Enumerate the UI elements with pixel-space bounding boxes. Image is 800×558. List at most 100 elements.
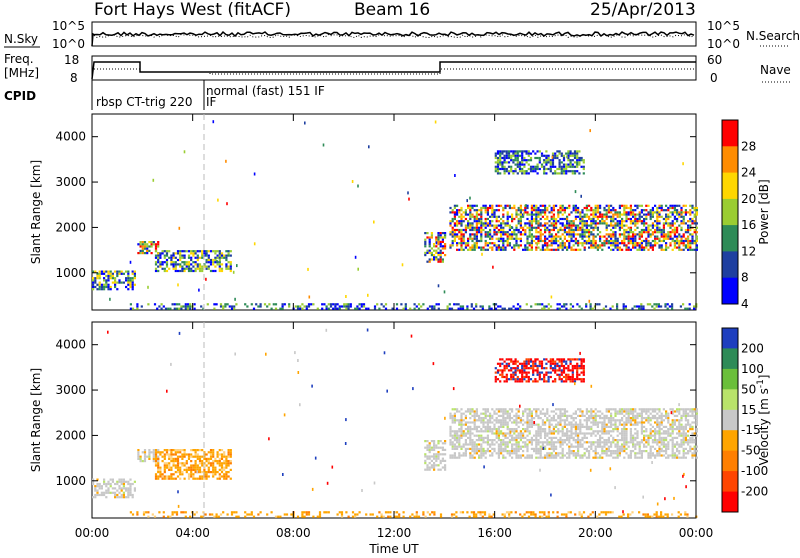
data-cell bbox=[687, 452, 689, 454]
data-cell bbox=[524, 209, 526, 211]
data-cell bbox=[674, 443, 676, 445]
data-cell bbox=[612, 214, 614, 216]
data-cell bbox=[513, 439, 515, 441]
data-cell bbox=[495, 166, 497, 168]
data-cell bbox=[507, 225, 509, 227]
data-cell bbox=[687, 441, 689, 443]
data-cell bbox=[495, 157, 497, 159]
data-cell bbox=[173, 268, 175, 270]
data-cell bbox=[532, 170, 534, 172]
data-cell bbox=[524, 233, 526, 235]
data-cell bbox=[452, 435, 454, 437]
data-cell bbox=[225, 160, 227, 163]
data-cell bbox=[515, 240, 517, 242]
cpid-panel: CPID rbsp CT-trig 220 IF normal (fast) 1… bbox=[4, 80, 325, 110]
data-cell bbox=[493, 419, 495, 421]
data-cell bbox=[634, 305, 636, 307]
data-cell bbox=[639, 211, 641, 213]
data-cell bbox=[337, 303, 339, 305]
data-cell bbox=[577, 448, 579, 450]
data-cell bbox=[219, 473, 221, 475]
data-cell bbox=[548, 225, 550, 227]
data-cell bbox=[452, 421, 454, 423]
data-cell bbox=[179, 250, 181, 252]
data-cell bbox=[641, 432, 643, 434]
data-cell bbox=[504, 308, 506, 310]
data-cell bbox=[157, 464, 159, 466]
data-cell bbox=[612, 441, 614, 443]
data-cell bbox=[641, 424, 643, 426]
data-cell bbox=[509, 238, 511, 240]
data-cell bbox=[606, 209, 608, 211]
data-cell bbox=[504, 367, 506, 369]
data-cell bbox=[680, 439, 682, 441]
data-cell bbox=[460, 242, 462, 244]
data-cell bbox=[577, 454, 579, 456]
data-cell bbox=[562, 452, 564, 454]
data-cell bbox=[643, 417, 645, 419]
data-cell bbox=[162, 456, 164, 458]
data-cell bbox=[190, 250, 192, 252]
data-cell bbox=[498, 421, 500, 423]
data-cell bbox=[632, 419, 634, 421]
data-cell bbox=[515, 358, 517, 360]
data-cell bbox=[537, 426, 539, 428]
data-cell bbox=[437, 243, 439, 245]
data-cell bbox=[134, 284, 136, 286]
data-cell bbox=[529, 439, 531, 441]
data-cell bbox=[603, 430, 605, 432]
data-cell bbox=[225, 263, 227, 265]
data-cell bbox=[230, 453, 232, 455]
data-cell bbox=[529, 426, 531, 428]
data-cell bbox=[110, 479, 112, 481]
cpid-mode-2: normal (fast) 151 IF bbox=[206, 84, 325, 98]
data-cell bbox=[469, 441, 471, 443]
data-cell bbox=[460, 240, 462, 242]
data-cell bbox=[116, 494, 118, 496]
data-cell bbox=[540, 240, 542, 242]
data-cell bbox=[653, 308, 655, 310]
data-cell bbox=[656, 305, 658, 307]
data-cell bbox=[630, 454, 632, 456]
data-cell bbox=[534, 168, 536, 170]
data-cell bbox=[534, 363, 536, 365]
data-cell bbox=[614, 233, 616, 235]
data-cell bbox=[557, 441, 559, 443]
data-cell bbox=[570, 220, 572, 222]
data-cell bbox=[608, 450, 610, 452]
data-cell bbox=[523, 150, 525, 152]
data-cell bbox=[481, 253, 483, 256]
data-cell bbox=[650, 225, 652, 227]
data-cell bbox=[577, 249, 579, 251]
data-cell bbox=[517, 303, 519, 305]
data-cell bbox=[437, 258, 439, 260]
data-cell bbox=[608, 441, 610, 443]
data-cell bbox=[557, 415, 559, 417]
data-cell bbox=[530, 358, 532, 360]
data-cell bbox=[687, 231, 689, 233]
data-cell bbox=[599, 244, 601, 246]
data-cell bbox=[502, 408, 504, 410]
data-cell bbox=[540, 413, 542, 415]
data-cell bbox=[691, 207, 693, 209]
data-cell bbox=[559, 159, 561, 161]
data-cell bbox=[359, 303, 361, 305]
data-cell bbox=[568, 441, 570, 443]
data-cell bbox=[137, 449, 139, 451]
data-cell bbox=[181, 458, 183, 460]
data-cell bbox=[584, 216, 586, 218]
data-cell bbox=[691, 220, 693, 222]
data-cell bbox=[465, 242, 467, 244]
data-cell bbox=[545, 157, 547, 159]
data-cell bbox=[170, 456, 172, 458]
data-cell bbox=[592, 214, 594, 216]
data-cell bbox=[689, 240, 691, 242]
data-cell bbox=[575, 211, 577, 213]
data-cell bbox=[641, 439, 643, 441]
data-cell bbox=[522, 437, 524, 439]
data-cell bbox=[493, 225, 495, 227]
data-cell bbox=[621, 435, 623, 437]
data-cell bbox=[496, 413, 498, 415]
data-cell bbox=[676, 214, 678, 216]
